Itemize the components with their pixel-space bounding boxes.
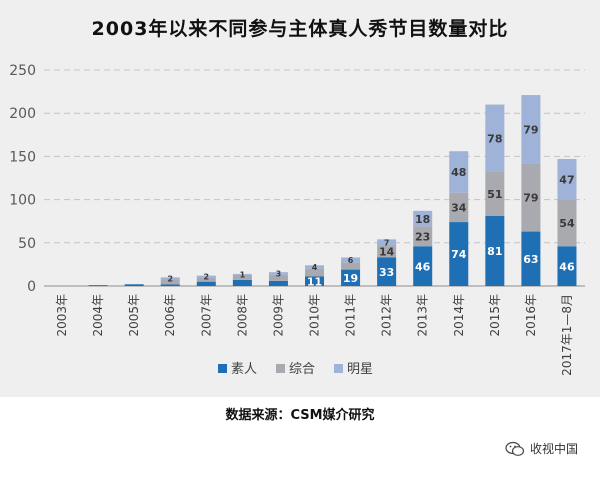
bar-segment: [268, 274, 288, 281]
y-tick-label: 250: [9, 63, 36, 79]
bar-segment: [413, 210, 433, 227]
x-tick-label: 2005年: [127, 294, 141, 337]
legend-swatch: [276, 364, 285, 373]
data-label: 2: [204, 273, 210, 282]
bar-segment: [557, 158, 577, 200]
data-label: 34: [451, 202, 467, 215]
x-tick-label: 2011年: [344, 294, 358, 337]
source-note: 数据来源：CSM媒介研究: [225, 408, 375, 423]
chart-title: 2003年以来不同参与主体真人秀节目数量对比: [91, 18, 509, 40]
data-label: 18: [415, 213, 430, 226]
bar-segment: [88, 285, 108, 286]
x-tick-label: 2010年: [308, 294, 322, 337]
data-label: 47: [559, 173, 574, 186]
bar-segment: [160, 279, 180, 285]
data-label: 78: [487, 132, 502, 145]
data-label: 46: [415, 260, 431, 273]
data-label: 1: [240, 270, 246, 279]
x-tick-label: 2008年: [235, 294, 249, 337]
data-label: 79: [523, 192, 538, 205]
bar-segment: [160, 277, 180, 280]
y-tick-label: 200: [9, 106, 36, 122]
stacked-bar-chart: 0 50 100 150 200 250 2003年 2004年 2005年 2 2006年 2 200…: [9, 63, 585, 377]
data-label: 19: [343, 272, 358, 285]
bar-segment: [377, 239, 397, 246]
bar-segment: [377, 257, 397, 286]
bar-segment: [268, 272, 288, 275]
legend-swatch: [334, 364, 343, 373]
bar-segment: [124, 284, 144, 286]
bar-segment: [341, 262, 361, 270]
bar-segment: [305, 276, 324, 286]
data-label: 14: [379, 246, 395, 259]
bar-segment: [449, 192, 469, 223]
data-label: 2: [167, 274, 173, 283]
bar-segment: [413, 226, 433, 247]
bar-segment: [232, 279, 252, 286]
data-label: 74: [451, 248, 467, 261]
data-label: 81: [487, 245, 502, 258]
bar-segment: [413, 246, 433, 286]
data-label: 51: [487, 188, 502, 201]
bar-segment: [485, 216, 505, 286]
bar-segment: [485, 171, 505, 217]
data-label: 79: [523, 123, 538, 136]
bar-segment: [305, 268, 324, 277]
x-tick-label: 2006年: [163, 294, 177, 337]
bar-segment: [160, 284, 180, 286]
bar-segment: [341, 269, 361, 286]
x-tick-label: 2007年: [199, 294, 213, 337]
x-tick-label: 2003年: [55, 294, 69, 337]
bar-segment: [521, 231, 541, 286]
watermark-text: 收视中国: [529, 442, 578, 456]
y-tick-label: 150: [9, 149, 36, 165]
bar-segment: [341, 257, 361, 263]
watermark: 收视中国: [505, 440, 578, 457]
bar-segment: [196, 275, 216, 278]
x-tick-label: 2004年: [91, 294, 105, 337]
data-label: 46: [559, 260, 575, 273]
bar-segment: [521, 163, 541, 232]
data-label: 54: [559, 217, 575, 230]
x-tick-label: 2017年1—8月: [560, 294, 574, 376]
bar-segment: [449, 222, 469, 286]
legend-label: 明星: [347, 362, 373, 377]
data-label: 33: [379, 266, 394, 279]
wechat-icon: [505, 441, 525, 456]
y-tick-label: 0: [27, 279, 36, 295]
data-label: 3: [276, 270, 282, 279]
x-tick-label: 2012年: [380, 294, 394, 337]
bar-segment: [196, 281, 216, 286]
data-label: 11: [307, 275, 322, 288]
x-tick-label: 2013年: [416, 294, 430, 337]
bar-segment: [305, 265, 324, 269]
bar-segment: [232, 273, 252, 275]
data-label: 4: [312, 263, 318, 272]
bar-segment: [268, 280, 288, 286]
x-tick-label: 2016年: [524, 294, 538, 337]
y-tick-label: 50: [18, 236, 36, 252]
bar-segment: [232, 274, 252, 280]
data-label: 48: [451, 166, 466, 179]
legend-swatch: [218, 364, 227, 373]
bar-segment: [485, 104, 505, 172]
x-tick-label: 2014年: [452, 294, 466, 337]
bar-segment: [377, 245, 397, 258]
bar-segment: [557, 246, 577, 286]
data-label: 63: [523, 253, 538, 266]
x-tick-label: 2015年: [488, 294, 502, 337]
data-label: 23: [415, 231, 430, 244]
bar-segment: [196, 277, 216, 282]
x-tick-label: 2009年: [271, 294, 285, 337]
bar-segment: [449, 151, 469, 193]
data-label: 6: [348, 256, 354, 265]
bar-segment: [557, 199, 577, 247]
legend-label: 素人: [231, 362, 257, 377]
y-tick-label: 100: [9, 193, 36, 209]
legend-label: 综合: [289, 362, 315, 377]
bar-segment: [521, 95, 541, 164]
data-label: 7: [384, 238, 390, 247]
